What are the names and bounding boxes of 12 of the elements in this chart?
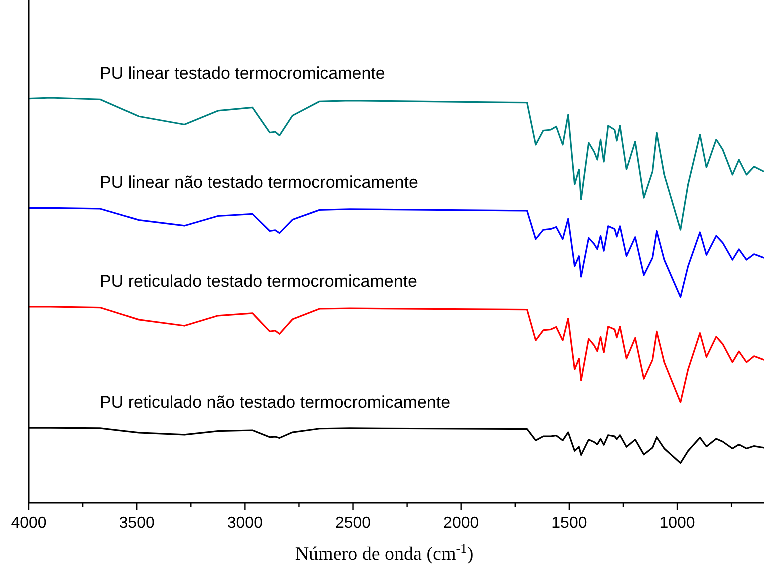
series-label: PU reticulado não testado termocromicamente <box>100 393 451 412</box>
x-tick-label: 3500 <box>119 515 155 532</box>
x-axis-title: Número de onda (cm$^{-1}$) <box>295 540 474 565</box>
x-tick-label: 1000 <box>660 515 696 532</box>
series-label: PU linear não testado termocromicamente <box>100 173 418 192</box>
series-label: PU reticulado testado termocromicamente <box>100 272 418 291</box>
x-tick-label: 2500 <box>335 515 372 532</box>
x-tick-label: 4000 <box>11 515 47 532</box>
x-tick-label: 1500 <box>552 515 588 532</box>
x-tick-label: 3000 <box>227 515 264 532</box>
x-tick-label: 2000 <box>444 515 480 532</box>
series-label: PU linear testado termocromicamente <box>100 64 386 83</box>
